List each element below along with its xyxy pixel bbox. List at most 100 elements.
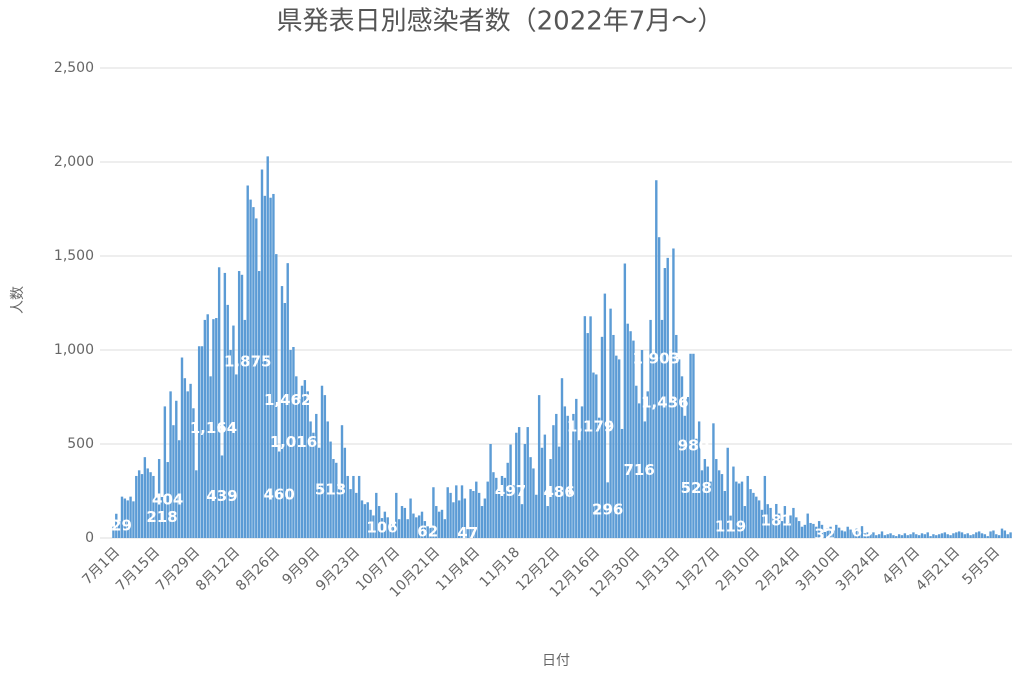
bar bbox=[797, 521, 801, 538]
bar bbox=[712, 423, 715, 538]
bar bbox=[863, 533, 867, 538]
y-tick-label: 1,000 bbox=[54, 342, 94, 358]
data-label: 716 bbox=[623, 461, 654, 479]
bar bbox=[303, 380, 307, 538]
bar bbox=[912, 532, 915, 538]
data-label: 497 bbox=[495, 482, 526, 500]
bar bbox=[469, 489, 472, 538]
bar bbox=[563, 406, 567, 538]
bar bbox=[763, 475, 767, 538]
data-label: 106 bbox=[366, 519, 397, 537]
bar bbox=[472, 491, 475, 538]
data-label: 980 bbox=[678, 436, 709, 454]
bar bbox=[443, 519, 447, 538]
bar bbox=[540, 447, 544, 538]
y-tick-label: 1,500 bbox=[54, 248, 94, 264]
bar bbox=[346, 475, 349, 538]
bar bbox=[669, 402, 672, 538]
bar bbox=[123, 498, 127, 538]
bar bbox=[292, 346, 295, 538]
bar bbox=[406, 519, 409, 538]
data-label: 1,179 bbox=[567, 418, 614, 436]
bar bbox=[543, 434, 547, 538]
bar bbox=[506, 462, 509, 538]
bar bbox=[1003, 530, 1007, 538]
y-tick-label: 0 bbox=[85, 530, 94, 546]
bar bbox=[363, 504, 367, 538]
bar bbox=[940, 533, 944, 538]
bar bbox=[235, 374, 238, 538]
bar bbox=[657, 237, 661, 538]
bar bbox=[155, 497, 158, 538]
bar bbox=[266, 156, 269, 539]
bar bbox=[166, 462, 169, 538]
x-tick-label: 8月26日 bbox=[233, 544, 283, 594]
bar bbox=[309, 421, 312, 538]
bar bbox=[643, 421, 647, 538]
bar bbox=[263, 195, 267, 538]
bar bbox=[700, 470, 704, 538]
bar bbox=[223, 272, 227, 538]
bar bbox=[815, 526, 818, 538]
bar bbox=[697, 421, 701, 538]
bar bbox=[772, 517, 775, 538]
bar bbox=[175, 400, 178, 538]
bar bbox=[437, 511, 441, 538]
bar bbox=[623, 263, 627, 538]
data-label: 404 bbox=[152, 491, 183, 509]
bar bbox=[886, 534, 889, 538]
bar bbox=[820, 524, 824, 538]
bar bbox=[517, 427, 521, 538]
data-label: 1,436 bbox=[641, 394, 688, 412]
bar bbox=[503, 477, 507, 538]
bar bbox=[149, 472, 152, 538]
bar bbox=[760, 509, 764, 538]
bar bbox=[240, 274, 244, 538]
bar bbox=[269, 197, 272, 538]
bar bbox=[666, 257, 669, 538]
data-label: 460 bbox=[263, 485, 294, 503]
bar bbox=[386, 517, 389, 538]
bar bbox=[295, 376, 298, 538]
bar bbox=[117, 521, 121, 538]
bar bbox=[392, 526, 395, 538]
bar bbox=[535, 494, 538, 538]
bar bbox=[549, 459, 552, 538]
bar bbox=[217, 267, 221, 538]
bar bbox=[257, 271, 261, 538]
x-tick-label: 3月24日 bbox=[833, 544, 883, 594]
bar bbox=[766, 504, 769, 538]
bar bbox=[686, 397, 689, 538]
bar bbox=[249, 199, 252, 538]
bar bbox=[895, 536, 898, 538]
bar bbox=[300, 385, 304, 538]
bar bbox=[777, 513, 781, 538]
bar bbox=[757, 500, 761, 538]
data-label: 1,016 bbox=[270, 433, 317, 451]
bar bbox=[137, 470, 141, 538]
bar bbox=[157, 459, 161, 538]
bar bbox=[449, 492, 452, 538]
bar bbox=[132, 501, 135, 538]
bar bbox=[212, 319, 215, 538]
bar bbox=[609, 308, 612, 538]
bar bbox=[203, 319, 207, 538]
bar bbox=[486, 481, 489, 538]
bar bbox=[120, 496, 124, 538]
data-label: 1,164 bbox=[190, 419, 237, 437]
bar bbox=[955, 532, 958, 538]
bar bbox=[892, 535, 895, 538]
bar bbox=[837, 527, 841, 538]
bar bbox=[243, 319, 247, 538]
bar bbox=[749, 489, 752, 538]
bar bbox=[460, 485, 464, 538]
bar bbox=[115, 513, 118, 538]
bar bbox=[875, 535, 878, 538]
bar bbox=[329, 441, 332, 538]
bar bbox=[672, 248, 675, 539]
bar bbox=[349, 489, 352, 538]
bar bbox=[637, 403, 641, 538]
bar bbox=[855, 528, 858, 538]
bar bbox=[969, 535, 972, 538]
bar bbox=[792, 507, 795, 538]
